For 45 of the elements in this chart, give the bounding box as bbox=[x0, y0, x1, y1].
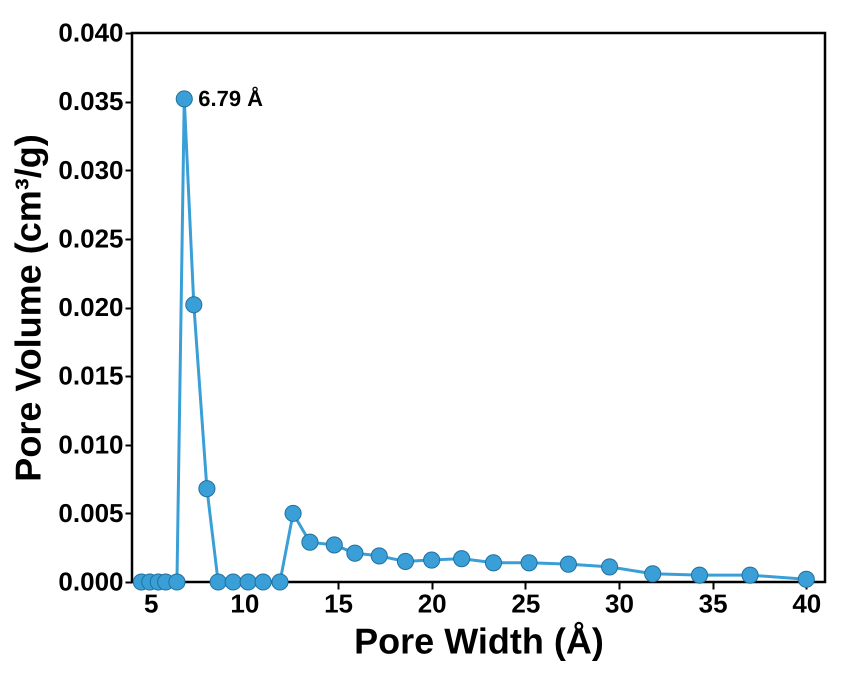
point bbox=[185, 296, 202, 314]
point bbox=[346, 544, 364, 562]
x-axis-title: Pore Width (Å) bbox=[354, 620, 604, 662]
y-tick-label: 0.030 bbox=[58, 154, 124, 185]
point bbox=[198, 480, 216, 498]
point bbox=[224, 573, 242, 591]
point bbox=[560, 556, 577, 573]
point bbox=[168, 573, 186, 591]
y-tick-label: 0.025 bbox=[58, 223, 124, 254]
x-tick-label: 15 bbox=[324, 588, 353, 618]
x-tick-label: 35 bbox=[698, 588, 728, 618]
point bbox=[370, 547, 388, 564]
x-tick-label: 10 bbox=[230, 588, 260, 618]
point bbox=[271, 573, 289, 591]
x-tick-label: 20 bbox=[418, 588, 447, 618]
x-tick-label: 30 bbox=[605, 588, 634, 618]
point bbox=[644, 565, 662, 582]
point bbox=[690, 566, 708, 584]
y-tick-label: 0.040 bbox=[58, 18, 124, 48]
x-tick-label: 40 bbox=[792, 588, 822, 618]
y-tick-label: 0.010 bbox=[58, 429, 124, 460]
x-tick-label: 25 bbox=[511, 588, 540, 618]
point bbox=[601, 558, 618, 576]
point bbox=[254, 573, 272, 591]
point bbox=[520, 554, 538, 572]
x-tick-label: 5 bbox=[144, 588, 158, 618]
point bbox=[742, 566, 759, 584]
point bbox=[326, 536, 343, 554]
y-axis-title: Pore Volume (cm³/g) bbox=[7, 134, 48, 482]
point bbox=[284, 504, 302, 522]
y-tick-label: 0.005 bbox=[58, 498, 124, 528]
point bbox=[484, 554, 502, 572]
point bbox=[240, 573, 257, 591]
y-tick-label: 0.015 bbox=[58, 360, 124, 391]
point bbox=[210, 573, 227, 591]
point bbox=[301, 534, 318, 551]
y-tick-label: 0.000 bbox=[58, 566, 124, 596]
point bbox=[798, 570, 815, 588]
point bbox=[176, 90, 193, 108]
annotation: 6.79 Å bbox=[198, 86, 264, 111]
y-tick-label: 0.035 bbox=[58, 86, 124, 116]
y-tick-label: 0.020 bbox=[58, 292, 124, 322]
point bbox=[396, 552, 414, 570]
point bbox=[453, 550, 470, 568]
point bbox=[423, 551, 440, 569]
